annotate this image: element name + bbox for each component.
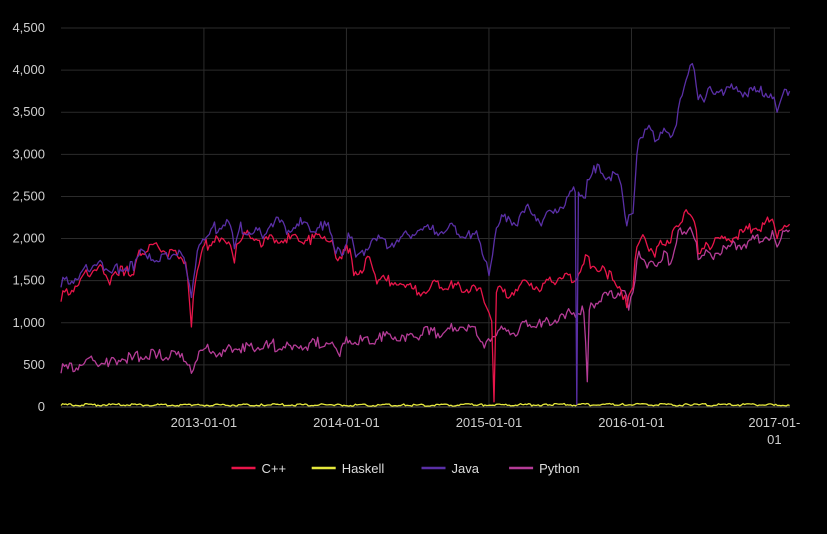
legend-label: C++ <box>262 461 287 476</box>
y-tick-label: 3,000 <box>12 146 45 161</box>
series-line-haskell <box>60 402 790 407</box>
y-tick-label: 2,000 <box>12 231 45 246</box>
y-tick-label: 3,500 <box>12 104 45 119</box>
x-tick-label: 2015-01-01 <box>456 415 523 430</box>
plot-area <box>60 62 791 407</box>
legend-label: Python <box>539 461 579 476</box>
grid <box>61 27 790 407</box>
series-line-java <box>60 62 791 406</box>
x-tick-label: 2017-01-01 <box>748 415 800 447</box>
x-axis: 2013-01-01 2014-01-01 2015-01-01 2016-01-01… <box>61 406 800 447</box>
y-tick-label: 2,500 <box>12 188 45 203</box>
series-line-cpp <box>60 209 791 403</box>
x-tick-label: 2014-01-01 <box>313 415 380 430</box>
legend-label: Java <box>452 461 480 476</box>
y-tick-label: 500 <box>23 357 45 372</box>
y-tick-label: 4,000 <box>12 62 45 77</box>
y-tick-label: 1,500 <box>12 273 45 288</box>
legend: C++ Haskell Java Python <box>231 461 580 476</box>
x-tick-label: 2016-01-01 <box>598 415 665 430</box>
x-tick-label: 2013-01-01 <box>171 415 238 430</box>
series-line-python <box>60 226 791 383</box>
y-tick-label: 4,500 <box>12 20 45 35</box>
y-tick-label: 0 <box>38 399 45 414</box>
y-tick-label: 1,000 <box>12 315 45 330</box>
legend-label: Haskell <box>342 461 385 476</box>
y-axis: 0 500 1,000 1,500 2,000 2,500 3,000 3,500 4,000 4… <box>12 20 45 414</box>
